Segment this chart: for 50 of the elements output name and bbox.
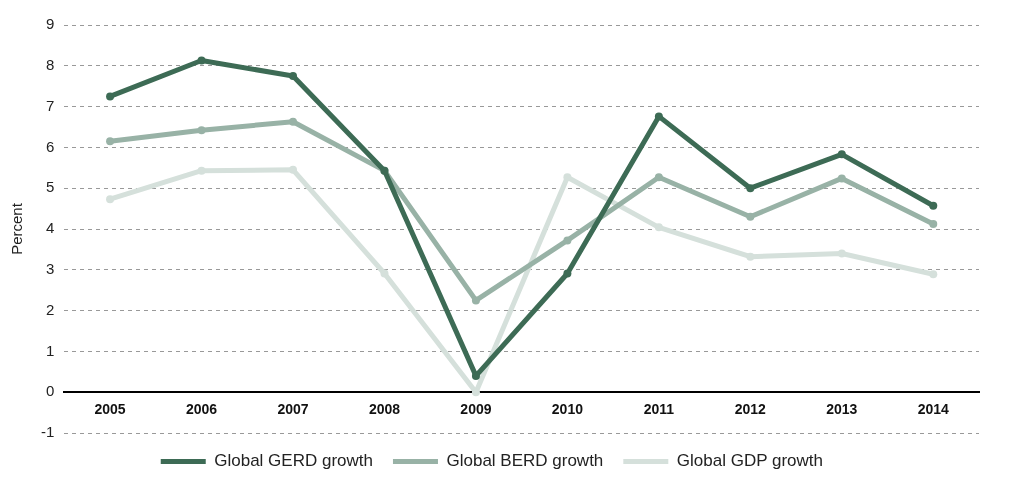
x-tick-label: 2013: [826, 401, 858, 418]
y-tick-label: 4: [45, 219, 55, 237]
point: [837, 249, 846, 258]
point: [746, 212, 755, 221]
x-tick-label: 2007: [277, 401, 309, 418]
y-tick-label: 6: [45, 137, 55, 155]
point: [746, 184, 755, 193]
legend-label: Global BERD growth: [446, 451, 604, 471]
point: [197, 126, 206, 135]
point: [654, 173, 663, 182]
x-tick-label: 2006: [185, 401, 218, 418]
point: [106, 137, 115, 146]
point: [746, 252, 755, 261]
point: [654, 223, 663, 232]
x-tick-label: 2012: [734, 401, 767, 418]
point: [106, 195, 115, 204]
x-tick-label: 2005: [94, 401, 126, 418]
point: [289, 72, 297, 80]
y-tick-label: 1: [45, 341, 55, 359]
point: [563, 236, 572, 245]
legend-label: Global GDP growth: [676, 451, 823, 471]
y-tick-label: 7: [45, 96, 55, 114]
point: [289, 117, 297, 126]
point: [929, 201, 938, 210]
y-axis-title: Percent: [8, 202, 26, 255]
point: [471, 296, 480, 305]
x-tick-label: 2008: [368, 401, 401, 418]
x-tick-label: 2014: [917, 401, 950, 418]
point: [106, 92, 115, 101]
point: [563, 269, 572, 278]
point: [837, 174, 846, 183]
x-tick-label: 2009: [460, 401, 492, 418]
point: [929, 270, 938, 279]
point: [197, 56, 206, 65]
point: [837, 150, 846, 159]
y-tick-label: 5: [45, 178, 55, 196]
y-tick-label: 2: [45, 300, 55, 318]
point: [654, 112, 663, 121]
point: [380, 269, 389, 278]
point: [929, 220, 938, 229]
y-tick-label: 8: [45, 55, 55, 73]
y-tick-label: 3: [45, 259, 55, 277]
y-tick-label: -1: [40, 423, 55, 441]
legend-label: Global GERD growth: [214, 451, 373, 471]
y-tick-label: 9: [45, 15, 55, 33]
x-tick-label: 2011: [643, 401, 675, 418]
point: [197, 166, 206, 175]
y-tick-label: 0: [45, 382, 55, 400]
x-tick-label: 2010: [551, 401, 584, 418]
point: [289, 165, 297, 174]
